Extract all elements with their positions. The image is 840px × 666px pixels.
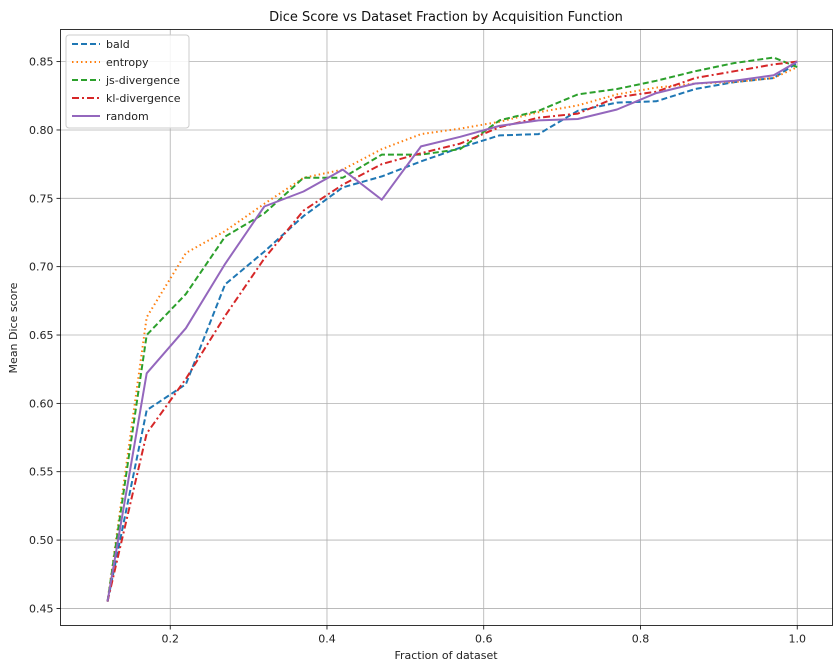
legend-label-kl-divergence: kl-divergence: [106, 92, 181, 105]
legend-label-random: random: [106, 110, 149, 123]
x-axis-label: Fraction of dataset: [394, 649, 498, 662]
grid: [60, 29, 833, 626]
y-tick-label: 0.45: [29, 602, 54, 615]
x-tick-label: 0.8: [632, 633, 650, 646]
x-tick-label: 0.4: [318, 633, 336, 646]
x-tick-label: 0.2: [161, 633, 179, 646]
y-tick-label: 0.70: [29, 261, 54, 274]
y-tick-label: 0.50: [29, 534, 54, 547]
x-tick-label: 1.0: [788, 633, 806, 646]
legend: bald entropy js-divergence kl-divergence ran…: [65, 34, 190, 129]
y-tick-label: 0.55: [29, 466, 54, 479]
series-line-bald: [106, 62, 798, 602]
legend-label-js-divergence: js-divergence: [105, 74, 180, 87]
legend-label-entropy: entropy: [106, 56, 149, 69]
chart-title: Dice Score vs Dataset Fraction by Acquis…: [269, 10, 623, 25]
y-tick-label: 0.75: [29, 192, 54, 205]
series-lines: [106, 56, 798, 602]
y-axis-ticks: 0.45 0.50 0.55 0.60 0.65 0.70 0.75 0.80 0.85: [29, 56, 61, 615]
y-tick-label: 0.85: [29, 56, 54, 69]
series-line-random: [106, 60, 798, 602]
series-line-kl-divergence: [106, 60, 798, 602]
plot-frame: [60, 29, 833, 626]
y-tick-label: 0.60: [29, 397, 54, 410]
x-tick-label: 0.6: [475, 633, 493, 646]
legend-label-bald: bald: [106, 38, 130, 51]
x-axis-ticks: 0.2 0.4 0.6 0.8 1.0: [161, 625, 806, 646]
y-tick-label: 0.80: [29, 124, 54, 137]
series-line-js-divergence: [106, 56, 798, 602]
legend-box: [65, 34, 190, 129]
y-axis-label: Mean Dice score: [7, 282, 20, 373]
series-line-entropy: [106, 66, 798, 602]
y-tick-label: 0.65: [29, 329, 54, 342]
